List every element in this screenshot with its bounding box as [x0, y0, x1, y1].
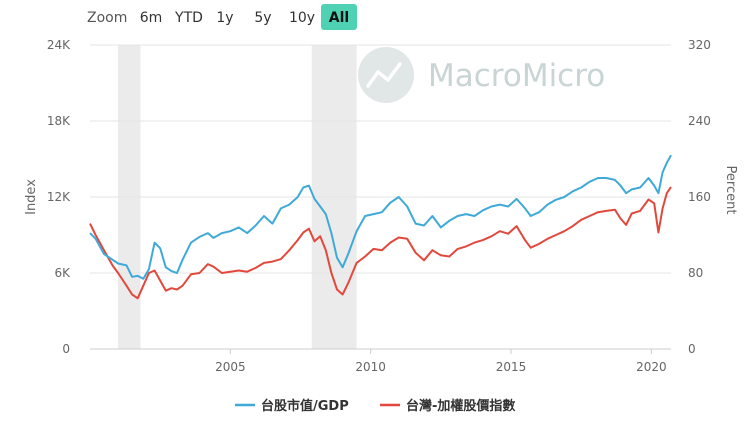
- series-layer: [89, 154, 672, 300]
- right-tick-label: 0: [688, 342, 696, 356]
- legend-label: 台股市值/GDP: [261, 398, 349, 414]
- zoom-button-label: 6m: [140, 10, 163, 26]
- right-tick-label: 80: [688, 266, 703, 280]
- zoom-button-6m[interactable]: 6m: [140, 10, 163, 26]
- left-tick-label: 0: [62, 342, 70, 356]
- left-tick-label: 24K: [47, 38, 71, 52]
- legend-item-2[interactable]: 台灣-加權股價指數: [380, 398, 515, 414]
- zoom-buttons: 6m YTD 1y 5y 10y All: [140, 4, 357, 30]
- right-tick-label: 320: [688, 38, 711, 52]
- zoom-button-5y[interactable]: 5y: [254, 10, 271, 26]
- zoom-button-label: YTD: [174, 10, 203, 26]
- right-tick-label: 240: [688, 114, 711, 128]
- watermark-logo-line-icon: [366, 62, 402, 88]
- watermark-text: MacroMicro: [428, 58, 605, 94]
- zoom-button-active-bg: [321, 4, 357, 30]
- series-line-2: [89, 186, 672, 300]
- left-axis-ticks: 0 6K 12K 18K 24K: [47, 38, 71, 356]
- legend-label: 台灣-加權股價指數: [406, 398, 515, 414]
- x-tick-label: 2020: [636, 360, 667, 374]
- series-line-1: [89, 154, 672, 280]
- x-axis-ticks: 2005 2010 2015 2020: [90, 348, 671, 374]
- left-tick-label: 12K: [47, 190, 71, 204]
- zoom-button-label: 10y: [289, 10, 315, 26]
- right-axis-title: Percent: [723, 166, 738, 215]
- zoom-button-label: 5y: [254, 10, 271, 26]
- legend: 台股市值/GDP 台灣-加權股價指數: [235, 398, 515, 414]
- right-tick-label: 160: [688, 190, 711, 204]
- zoom-label: Zoom: [87, 10, 127, 26]
- watermark: MacroMicro: [358, 47, 605, 103]
- legend-item-1[interactable]: 台股市值/GDP: [235, 398, 349, 414]
- watermark-logo-icon: [358, 47, 414, 103]
- left-tick-label: 18K: [47, 114, 71, 128]
- left-tick-label: 6K: [54, 266, 71, 280]
- left-axis-title: Index: [24, 179, 39, 215]
- zoom-button-label: 1y: [216, 10, 233, 26]
- x-tick-label: 2010: [355, 360, 386, 374]
- zoom-button-all[interactable]: All: [321, 4, 357, 30]
- x-tick-label: 2005: [215, 360, 246, 374]
- zoom-button-10y[interactable]: 10y: [289, 10, 315, 26]
- right-axis-ticks: 0 80 160 240 320: [688, 38, 711, 356]
- x-tick-label: 2015: [496, 360, 527, 374]
- zoom-button-ytd[interactable]: YTD: [174, 10, 203, 26]
- zoom-button-label: All: [329, 10, 349, 26]
- zoom-button-1y[interactable]: 1y: [216, 10, 233, 26]
- zoom-toolbar: Zoom 6m YTD 1y 5y 10y All: [87, 4, 357, 30]
